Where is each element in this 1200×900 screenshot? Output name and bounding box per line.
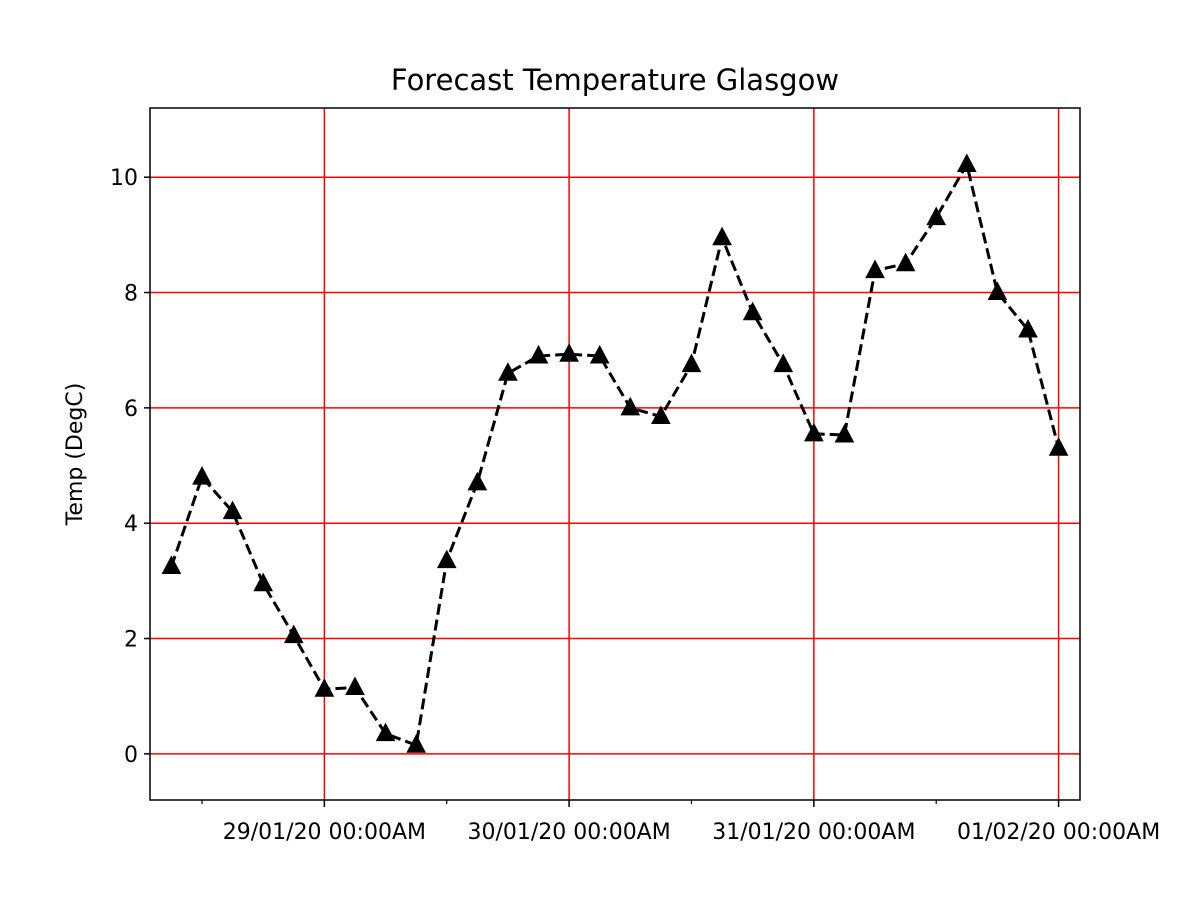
data-point-marker — [467, 471, 488, 491]
x-tick-label: 01/02/20 00:00AM — [957, 820, 1160, 845]
series-line — [169, 163, 1061, 747]
data-point-marker — [895, 252, 916, 272]
y-tick-label: 10 — [110, 166, 138, 191]
data-point-marker — [436, 549, 457, 569]
data-point-marker — [559, 343, 579, 362]
series-temperature — [161, 153, 1069, 753]
data-point-marker — [161, 555, 182, 574]
data-point-marker — [865, 259, 885, 279]
data-point-marker — [804, 422, 824, 442]
data-point-marker — [681, 353, 702, 373]
data-point-marker — [253, 572, 274, 592]
data-point-marker — [192, 465, 212, 485]
data-point-marker — [712, 226, 732, 246]
data-point-marker — [620, 396, 641, 416]
y-axis-label: Temp (DegC) — [63, 383, 88, 527]
x-tick-label: 29/01/20 00:00AM — [223, 820, 426, 845]
axis-ticks: 0 2 4 6 8 10 29/01/20 00:00AM 30/01/20 00:00AM 3… — [110, 166, 1160, 845]
data-point-marker — [314, 678, 335, 697]
y-tick-label: 0 — [124, 743, 138, 768]
chart-title: Forecast Temperature Glasgow — [391, 63, 839, 97]
y-tick-label: 6 — [124, 397, 138, 422]
x-tick-label: 31/01/20 00:00AM — [712, 820, 915, 845]
data-point-marker — [406, 734, 426, 753]
data-point-marker — [1048, 437, 1069, 456]
y-tick-label: 2 — [124, 628, 138, 653]
data-point-marker — [345, 676, 365, 696]
plot-frame — [149, 107, 1081, 801]
data-point-marker — [283, 624, 304, 644]
data-point-marker — [375, 722, 396, 742]
y-tick-label: 8 — [124, 282, 138, 307]
grid — [150, 108, 1080, 800]
data-point-marker — [651, 405, 671, 425]
data-point-marker — [589, 344, 610, 364]
data-point-marker — [987, 281, 1008, 301]
data-point-marker — [1018, 318, 1038, 338]
data-point-marker — [926, 206, 947, 226]
data-point-marker — [498, 362, 518, 381]
data-point-marker — [742, 301, 763, 321]
x-tick-label: 30/01/20 00:00AM — [467, 820, 670, 845]
y-tick-label: 4 — [124, 512, 138, 537]
data-point-marker — [222, 500, 243, 520]
data-point-marker — [956, 153, 977, 173]
data-point-marker — [528, 344, 549, 364]
data-point-marker — [834, 423, 855, 443]
data-point-marker — [773, 353, 794, 373]
